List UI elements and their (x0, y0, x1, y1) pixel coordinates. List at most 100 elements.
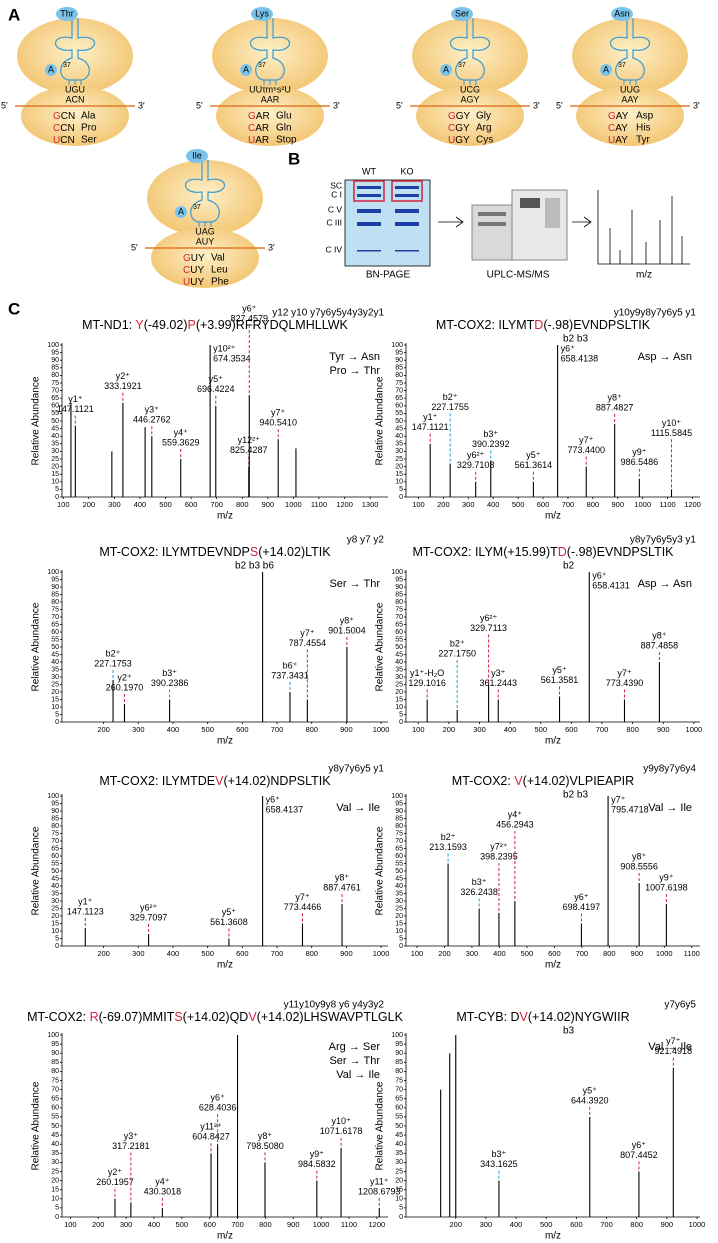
y-tick-label: 75 (51, 380, 59, 387)
y-tick-label: 100 (391, 793, 403, 800)
y-tick-label: 100 (391, 1032, 403, 1039)
y-tick-label: 55 (51, 860, 59, 867)
x-tick-label: 200 (97, 725, 110, 734)
y-tick-label: 25 (51, 456, 59, 463)
codon: CGY (448, 123, 470, 134)
five-prime: 5′ (131, 242, 138, 252)
a-site-label: A (243, 64, 249, 74)
y-tick-label: 10 (395, 704, 403, 711)
x-tick-label: 500 (201, 725, 214, 734)
y-tick-label: 65 (51, 621, 59, 628)
y-ion-series: y12 y10 y7y6y5y4y3y2y1 (272, 308, 384, 319)
codon-rest: AY (616, 111, 629, 122)
mz-label: 604.8427 (192, 1132, 230, 1142)
x-tick-label: 200 (92, 1220, 105, 1229)
x-tick-label: 700 (562, 500, 575, 509)
ion-label: y6⁺ (210, 1093, 225, 1103)
x-tick-label: 300 (466, 949, 479, 958)
y-tick-label: 55 (395, 1114, 403, 1121)
title-part: (+14.02)QD (183, 1010, 249, 1024)
y-tick-label: 10 (51, 928, 59, 935)
y-tick-label: 15 (51, 920, 59, 927)
x-axis-label: m/z (545, 960, 561, 971)
mz-label: 787.4554 (289, 638, 327, 648)
five-prime: 5′ (556, 100, 563, 110)
y-tick-label: 5 (55, 1205, 59, 1212)
mz-label: 827.4579 (231, 314, 269, 324)
x-tick-label: 1000 (373, 725, 390, 734)
y-tick-label: 5 (55, 935, 59, 942)
x-tick-label: 200 (97, 949, 110, 958)
ion-label: y2⁺ (108, 1167, 123, 1177)
a-site-label: A (178, 206, 184, 216)
x-tick-label: 1000 (313, 1220, 330, 1229)
y-tick-label: 95 (395, 576, 403, 583)
title-part: MT-COX2: (452, 774, 515, 788)
ion-label: y9⁺ (632, 447, 647, 457)
ion-label: b2⁺ (106, 648, 121, 658)
y-tick-label: 80 (395, 1068, 403, 1075)
small-subunit (151, 228, 259, 288)
y-axis-label: Relative Abundance (375, 602, 386, 691)
position-label: 37 (63, 62, 71, 69)
codon: UGY (448, 135, 470, 146)
title-part: MT-CYB: D (456, 1010, 519, 1024)
mz-label: 773.4400 (567, 445, 605, 455)
mz-label: 260.1957 (96, 1177, 134, 1187)
codon-rest: UY (190, 277, 204, 288)
mz-label: 807.4452 (620, 1150, 658, 1160)
y-tick-label: 15 (51, 471, 59, 478)
three-prime: 3′ (333, 100, 340, 110)
mz-label: 1071.6178 (320, 1126, 363, 1136)
x-tick-label: 1300 (362, 500, 379, 509)
codon-aa: Pro (81, 123, 97, 134)
codon-rest: CN (60, 123, 74, 134)
a-site-label: A (603, 64, 609, 74)
mz-label: 908.5556 (620, 861, 658, 871)
x-tick-label: 600 (537, 500, 550, 509)
mz-label: 986.5486 (621, 457, 659, 467)
y-tick-label: 45 (51, 651, 59, 658)
y-tick-label: 55 (51, 410, 59, 417)
y-tick-label: 100 (47, 342, 59, 349)
mz-label: 361.2443 (479, 678, 517, 688)
y-tick-label: 85 (395, 815, 403, 822)
x-tick-label: 400 (134, 500, 147, 509)
ion-label: y6²⁺ (480, 613, 498, 623)
mz-label: 390.2392 (472, 439, 510, 449)
codon: CAY (608, 123, 628, 134)
anticodon-ticks (623, 80, 637, 85)
y-tick-label: 30 (51, 448, 59, 455)
y-tick-label: 10 (51, 479, 59, 486)
mz-label: 333.1921 (104, 381, 142, 391)
codon-first: U (448, 135, 455, 146)
anticodon: ACN (65, 94, 84, 104)
y-tick-label: 80 (51, 1068, 59, 1075)
y-tick-label: 90 (395, 1050, 403, 1057)
ion-label: y7⁺ (666, 1036, 681, 1046)
y-tick-label: 90 (51, 808, 59, 815)
anticodon: AAY (621, 94, 638, 104)
title-part: MT-COX2: ILYMTDE (99, 774, 215, 788)
anticodon: AGY (460, 94, 479, 104)
y-tick-label: 25 (395, 1168, 403, 1175)
amino-acid (56, 7, 78, 21)
instrument (471, 189, 568, 261)
x-tick-label: 600 (548, 949, 561, 958)
y-tick-label: 30 (395, 898, 403, 905)
small-subunit (216, 86, 324, 146)
x-tick-label: 300 (473, 725, 486, 734)
y-axis-label: Relative Abundance (375, 1081, 386, 1170)
y-tick-label: 15 (51, 1187, 59, 1194)
y-tick-label: 50 (51, 1123, 59, 1130)
a-site (45, 64, 57, 76)
title-part: (+14.02)NYGWIIR (528, 1010, 630, 1024)
y-tick-label: 5 (55, 486, 59, 493)
x-tick-label: 1000 (686, 725, 703, 734)
title-part: Y (135, 318, 144, 332)
codon-rest: GY (455, 123, 470, 134)
ion-label: y5⁺ (209, 374, 224, 384)
y-tick-label: 50 (395, 418, 403, 425)
ion-label: b2⁺ (450, 638, 465, 648)
amino-acid (451, 7, 473, 21)
